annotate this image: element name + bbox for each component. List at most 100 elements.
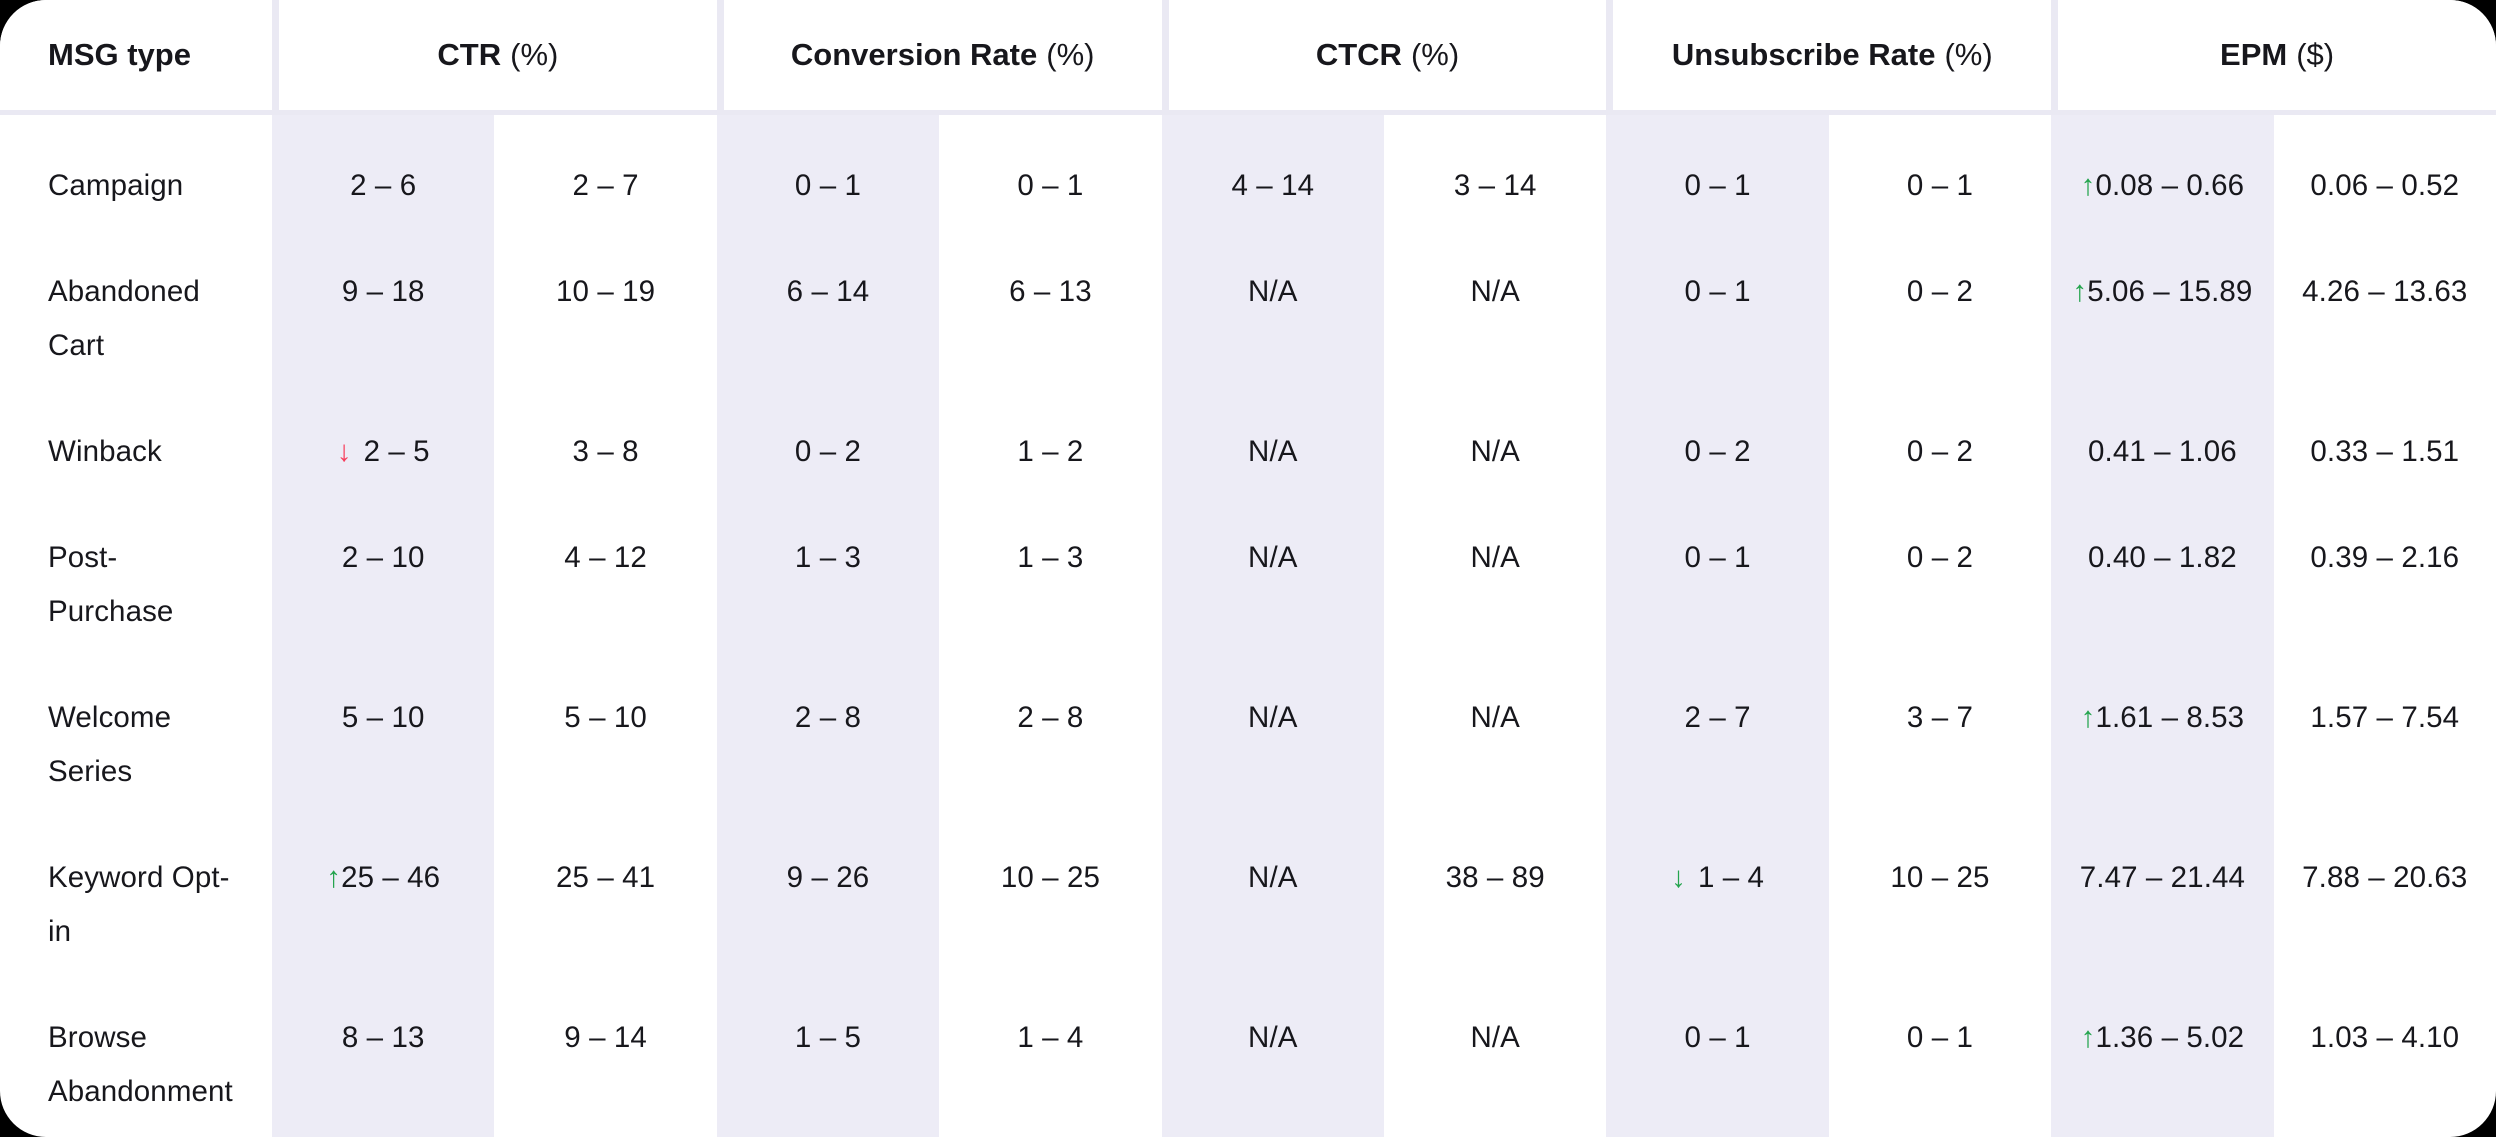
table-header-row: MSG type CTR (%) Conversion Rate (%) CTC… (0, 0, 2496, 115)
cell-value: 1 – 3 (794, 541, 862, 574)
cell-value: 0 – 1 (794, 169, 862, 202)
cell-value: 4.26 – 13.63 (2302, 275, 2468, 308)
column-band (1606, 115, 1829, 1137)
trend-up-arrow-icon: ↑ (2080, 701, 2096, 734)
cell-value: N/A (1248, 1021, 1298, 1054)
cell-value: 0 – 1 (1684, 169, 1751, 202)
table-body: Campaign 2 – 6 2 – 7 0 – 1 0 – 1 4 – 14 3 – 14… (0, 115, 2496, 1137)
cell-value: 5 – 10 (341, 701, 425, 734)
column-header-label: Conversion Rate (790, 37, 1038, 72)
table-row: Campaign 2 – 6 2 – 7 0 – 1 0 – 1 4 – 14 3 – 14… (0, 159, 2496, 213)
cell-value: 0 – 1 (1684, 275, 1751, 308)
cell-value: ↑5.06 – 15.89 (2072, 275, 2253, 308)
column-header-conversion-rate: Conversion Rate (%) (716, 0, 1162, 110)
cell-value: 6 – 13 (1009, 275, 1092, 308)
cell-value: N/A (1248, 701, 1298, 734)
cell-value: N/A (1470, 1021, 1520, 1054)
cell-value: 4 – 14 (1231, 169, 1315, 202)
cell-value: ↑1.36 – 5.02 (2080, 1021, 2245, 1054)
row-label-text: Abandoned Cart (48, 275, 200, 362)
column-header-unit: ($) (2296, 37, 2335, 72)
cell-value: 0.33 – 1.51 (2310, 435, 2460, 468)
column-band (2051, 115, 2274, 1137)
table-row: Keyword Opt-in ↑25 – 46 25 – 41 9 – 26 10 – … (0, 851, 2496, 959)
cell-value: 5 – 10 (564, 701, 647, 734)
cell-value: N/A (1248, 861, 1298, 894)
cell-value: 2 – 6 (350, 169, 417, 202)
cell-value: 10 – 19 (556, 275, 656, 308)
cell-value: ↓ 1 – 4 (1671, 861, 1765, 894)
cell-value: 1 – 2 (1017, 435, 1084, 468)
cell-value: 0 – 1 (1906, 1021, 1974, 1054)
cell-value: 9 – 18 (341, 275, 425, 308)
row-label-text: Post-Purchase (48, 541, 174, 628)
cell-value: 3 – 14 (1453, 169, 1537, 202)
column-header-unit: (%) (1944, 37, 1993, 72)
cell-value: N/A (1248, 541, 1298, 574)
table-row: Abandoned Cart 9 – 18 10 – 19 6 – 14 6 – 13 N… (0, 265, 2496, 373)
trend-up-arrow-icon: ↑ (326, 861, 342, 894)
row-label-text: Welcome Series (48, 701, 172, 788)
column-header-epm: EPM ($) (2051, 0, 2496, 110)
cell-value: 0 – 2 (794, 435, 862, 468)
cell-value: 38 – 89 (1445, 861, 1545, 894)
cell-value: 1.03 – 4.10 (2310, 1021, 2460, 1054)
cell-value: 9 – 26 (786, 861, 870, 894)
column-header-label: CTCR (1315, 37, 1402, 72)
cell-value: N/A (1470, 275, 1520, 308)
cell-value: 10 – 25 (1000, 861, 1100, 894)
cell-value: 1 – 3 (1017, 541, 1084, 574)
cell-value: N/A (1470, 435, 1520, 468)
column-bands (0, 115, 2496, 1137)
cell-value: N/A (1248, 435, 1298, 468)
trend-down-arrow-icon: ↓ (336, 435, 352, 468)
trend-up-arrow-icon: ↑ (2080, 169, 2096, 202)
cell-value: 0.06 – 0.52 (2310, 169, 2460, 202)
cell-value: N/A (1248, 275, 1298, 308)
cell-value: 0.40 – 1.82 (2088, 541, 2237, 574)
cell-value: 2 – 10 (341, 541, 425, 574)
column-band (1161, 115, 1384, 1137)
column-header-label: CTR (437, 37, 502, 72)
cell-value: 0 – 1 (1017, 169, 1084, 202)
row-label-text: Browse Abandonment (48, 1021, 233, 1108)
cell-value: 0 – 2 (1906, 541, 1974, 574)
cell-value: 2 – 7 (572, 169, 639, 202)
cell-value: 4 – 12 (564, 541, 647, 574)
column-header-unit: (%) (510, 37, 559, 72)
row-label: Welcome Series (0, 691, 272, 799)
column-header-ctcr: CTCR (%) (1161, 0, 1607, 110)
column-header-unsubscribe-rate: Unsubscribe Rate (%) (1606, 0, 2052, 110)
column-header-unit: (%) (1410, 37, 1460, 72)
trend-up-arrow-icon: ↑ (2072, 275, 2088, 308)
cell-value: ↑25 – 46 (326, 861, 441, 894)
cell-value: 9 – 14 (564, 1021, 647, 1054)
cell-value: 1 – 5 (794, 1021, 862, 1054)
cell-value: 3 – 8 (572, 435, 639, 468)
cell-value: 7.47 – 21.44 (2079, 861, 2246, 894)
cell-value: 3 – 7 (1906, 701, 1974, 734)
cell-value: 2 – 7 (1684, 701, 1751, 734)
cell-value: 0.39 – 2.16 (2310, 541, 2460, 574)
row-label: Abandoned Cart (0, 265, 272, 373)
cell-value: 2 – 8 (794, 701, 862, 734)
column-header-label: MSG type (48, 37, 191, 72)
cell-value: 0 – 1 (1684, 1021, 1751, 1054)
cell-value: 0.41 – 1.06 (2088, 435, 2237, 468)
row-label-text: Winback (48, 435, 162, 468)
table-row: Welcome Series 5 – 10 5 – 10 2 – 8 2 – 8 N/A N… (0, 691, 2496, 799)
table-row: Browse Abandonment 8 – 13 9 – 14 1 – 5 1 – 4… (0, 1011, 2496, 1119)
cell-value: 25 – 41 (556, 861, 656, 894)
row-label: Keyword Opt-in (0, 851, 272, 959)
row-label-text: Campaign (48, 169, 184, 202)
row-label: Browse Abandonment (0, 1011, 272, 1119)
cell-value: 0 – 2 (1684, 435, 1751, 468)
cell-value: 2 – 8 (1017, 701, 1084, 734)
column-header-label: EPM (2220, 37, 2288, 72)
row-label: Campaign (0, 159, 272, 213)
cell-value: ↑0.08 – 0.66 (2080, 169, 2245, 202)
column-header-msg-type: MSG type (0, 0, 272, 110)
cell-value: N/A (1470, 701, 1520, 734)
table-rows: Campaign 2 – 6 2 – 7 0 – 1 0 – 1 4 – 14 3 – 14… (0, 115, 2496, 1119)
